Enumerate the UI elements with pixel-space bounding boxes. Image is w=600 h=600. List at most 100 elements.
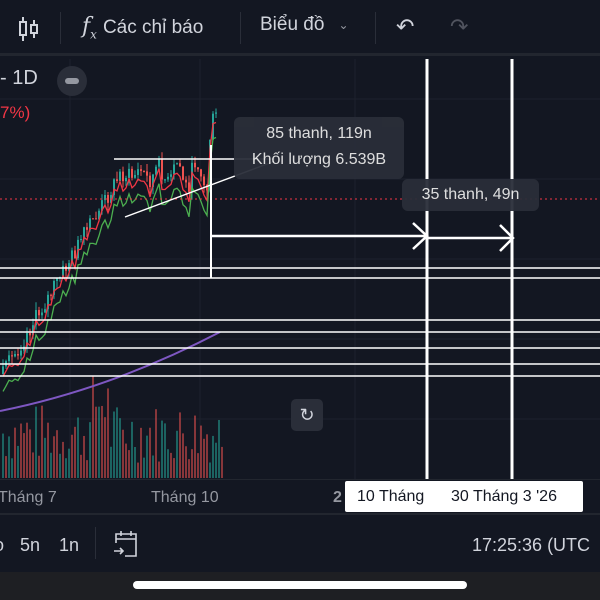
volume-bar [125, 443, 127, 478]
range-label: 10 Tháng 30 Tháng 3 '26 [345, 481, 583, 512]
candle [143, 170, 145, 172]
volume-bar [197, 453, 199, 478]
volume-bar [68, 448, 70, 478]
volume-bar [80, 454, 82, 478]
candle [50, 294, 52, 296]
chart-type-dropdown[interactable]: Biểu đồ ⌄ [260, 14, 349, 36]
measure-bars: 85 thanh, 119n [266, 125, 372, 142]
candle [158, 158, 160, 167]
volume-bar [20, 423, 22, 478]
volume-bar [155, 409, 157, 478]
reset-chart-button[interactable]: ↻ [291, 399, 323, 431]
volume-bar [161, 420, 163, 478]
clock: 17:25:36 (UTC [472, 535, 591, 555]
candle [8, 355, 10, 362]
range-button[interactable]: o [0, 535, 4, 556]
volume-bar [98, 406, 100, 478]
volume-bar [101, 405, 103, 478]
volume-bar [17, 445, 19, 478]
candle [119, 171, 121, 181]
range-button-1n[interactable]: 1n [59, 535, 80, 555]
candle [44, 309, 46, 313]
range-button-5n[interactable]: 5n [20, 535, 41, 555]
divider [375, 12, 376, 44]
volume-bar [14, 427, 16, 478]
candle [155, 166, 157, 175]
volume-bar [38, 455, 40, 478]
candle [107, 195, 109, 203]
undo-button[interactable]: ↶ [396, 14, 414, 40]
volume-bar [122, 429, 124, 478]
measure-tooltip-2: 35 thanh, 49n [402, 179, 539, 211]
measure-volume: Khối lượng 6.539B [251, 151, 387, 168]
candle [161, 158, 163, 180]
candle [2, 366, 4, 374]
ma-line-green [2, 136, 217, 392]
go-to-date-button[interactable] [113, 529, 139, 564]
interval-label: - 1D [0, 67, 38, 89]
range-end: 30 Tháng 3 '26 [451, 488, 557, 505]
redo-button[interactable]: ↷ [450, 14, 468, 40]
volume-bar [146, 435, 148, 478]
volume-bar [26, 422, 28, 478]
volume-bar [47, 422, 49, 478]
ma-line-red [2, 121, 217, 377]
candle [104, 195, 106, 201]
candle [56, 278, 58, 281]
volume-bar [212, 435, 214, 478]
candle [80, 239, 82, 241]
candle [128, 168, 130, 178]
volume-bar [32, 452, 34, 478]
volume-bar [194, 415, 196, 478]
candle [35, 310, 37, 326]
volume-bar [179, 412, 181, 478]
reset-icon: ↻ [299, 405, 315, 425]
calendar-arrow-icon [114, 531, 137, 557]
candle [98, 210, 100, 220]
candle [167, 176, 169, 180]
volume-bar [50, 452, 52, 478]
indicators-button[interactable]: fx Các chỉ báo [82, 14, 203, 41]
volume-bar [209, 462, 211, 478]
volume-bar [53, 436, 55, 478]
volume-bar [185, 446, 187, 478]
volume-bar [140, 427, 142, 478]
candle [77, 239, 79, 259]
candles-type-button[interactable] [18, 16, 40, 42]
volume-bar [143, 457, 145, 478]
volume-bar [203, 438, 205, 478]
volume-bar [8, 436, 10, 478]
volume-bar [56, 430, 58, 478]
measure-arrow [211, 222, 429, 250]
volume-bar [65, 458, 67, 478]
volume-bar [137, 462, 139, 478]
volume-bar [128, 450, 130, 478]
time-axis[interactable]: Tháng 7 Tháng 10 2 10 Tháng 30 Tháng 3 '… [0, 479, 600, 513]
candle [116, 179, 118, 181]
collapse-legend-button[interactable] [57, 66, 87, 96]
measure-tooltip: 85 thanh, 119n Khối lượng 6.539B [234, 117, 404, 179]
candle [53, 280, 55, 295]
volume-bar [59, 453, 61, 478]
home-indicator[interactable] [133, 581, 467, 589]
candle [140, 169, 142, 171]
volume-bar [182, 433, 184, 478]
chart-area[interactable]: - 1D 7%) 85 thanh, 119n Khối lượng 6.539… [0, 59, 600, 479]
volume-bar [221, 446, 223, 478]
candle [134, 174, 136, 178]
candlestick-icon [19, 17, 38, 41]
candle [122, 171, 124, 182]
candle [215, 112, 217, 114]
candle [137, 169, 139, 175]
volume-bar [149, 427, 151, 478]
redo-icon: ↷ [450, 14, 469, 39]
candle [164, 179, 166, 181]
volume-bar [89, 422, 91, 478]
candle [95, 218, 97, 220]
time-tick: 2 [333, 489, 342, 506]
candle [17, 354, 19, 356]
time-tick: Tháng 7 [0, 489, 57, 506]
volume-bar [29, 429, 31, 478]
candle [71, 250, 73, 264]
chart-label: Biểu đồ [260, 14, 325, 35]
